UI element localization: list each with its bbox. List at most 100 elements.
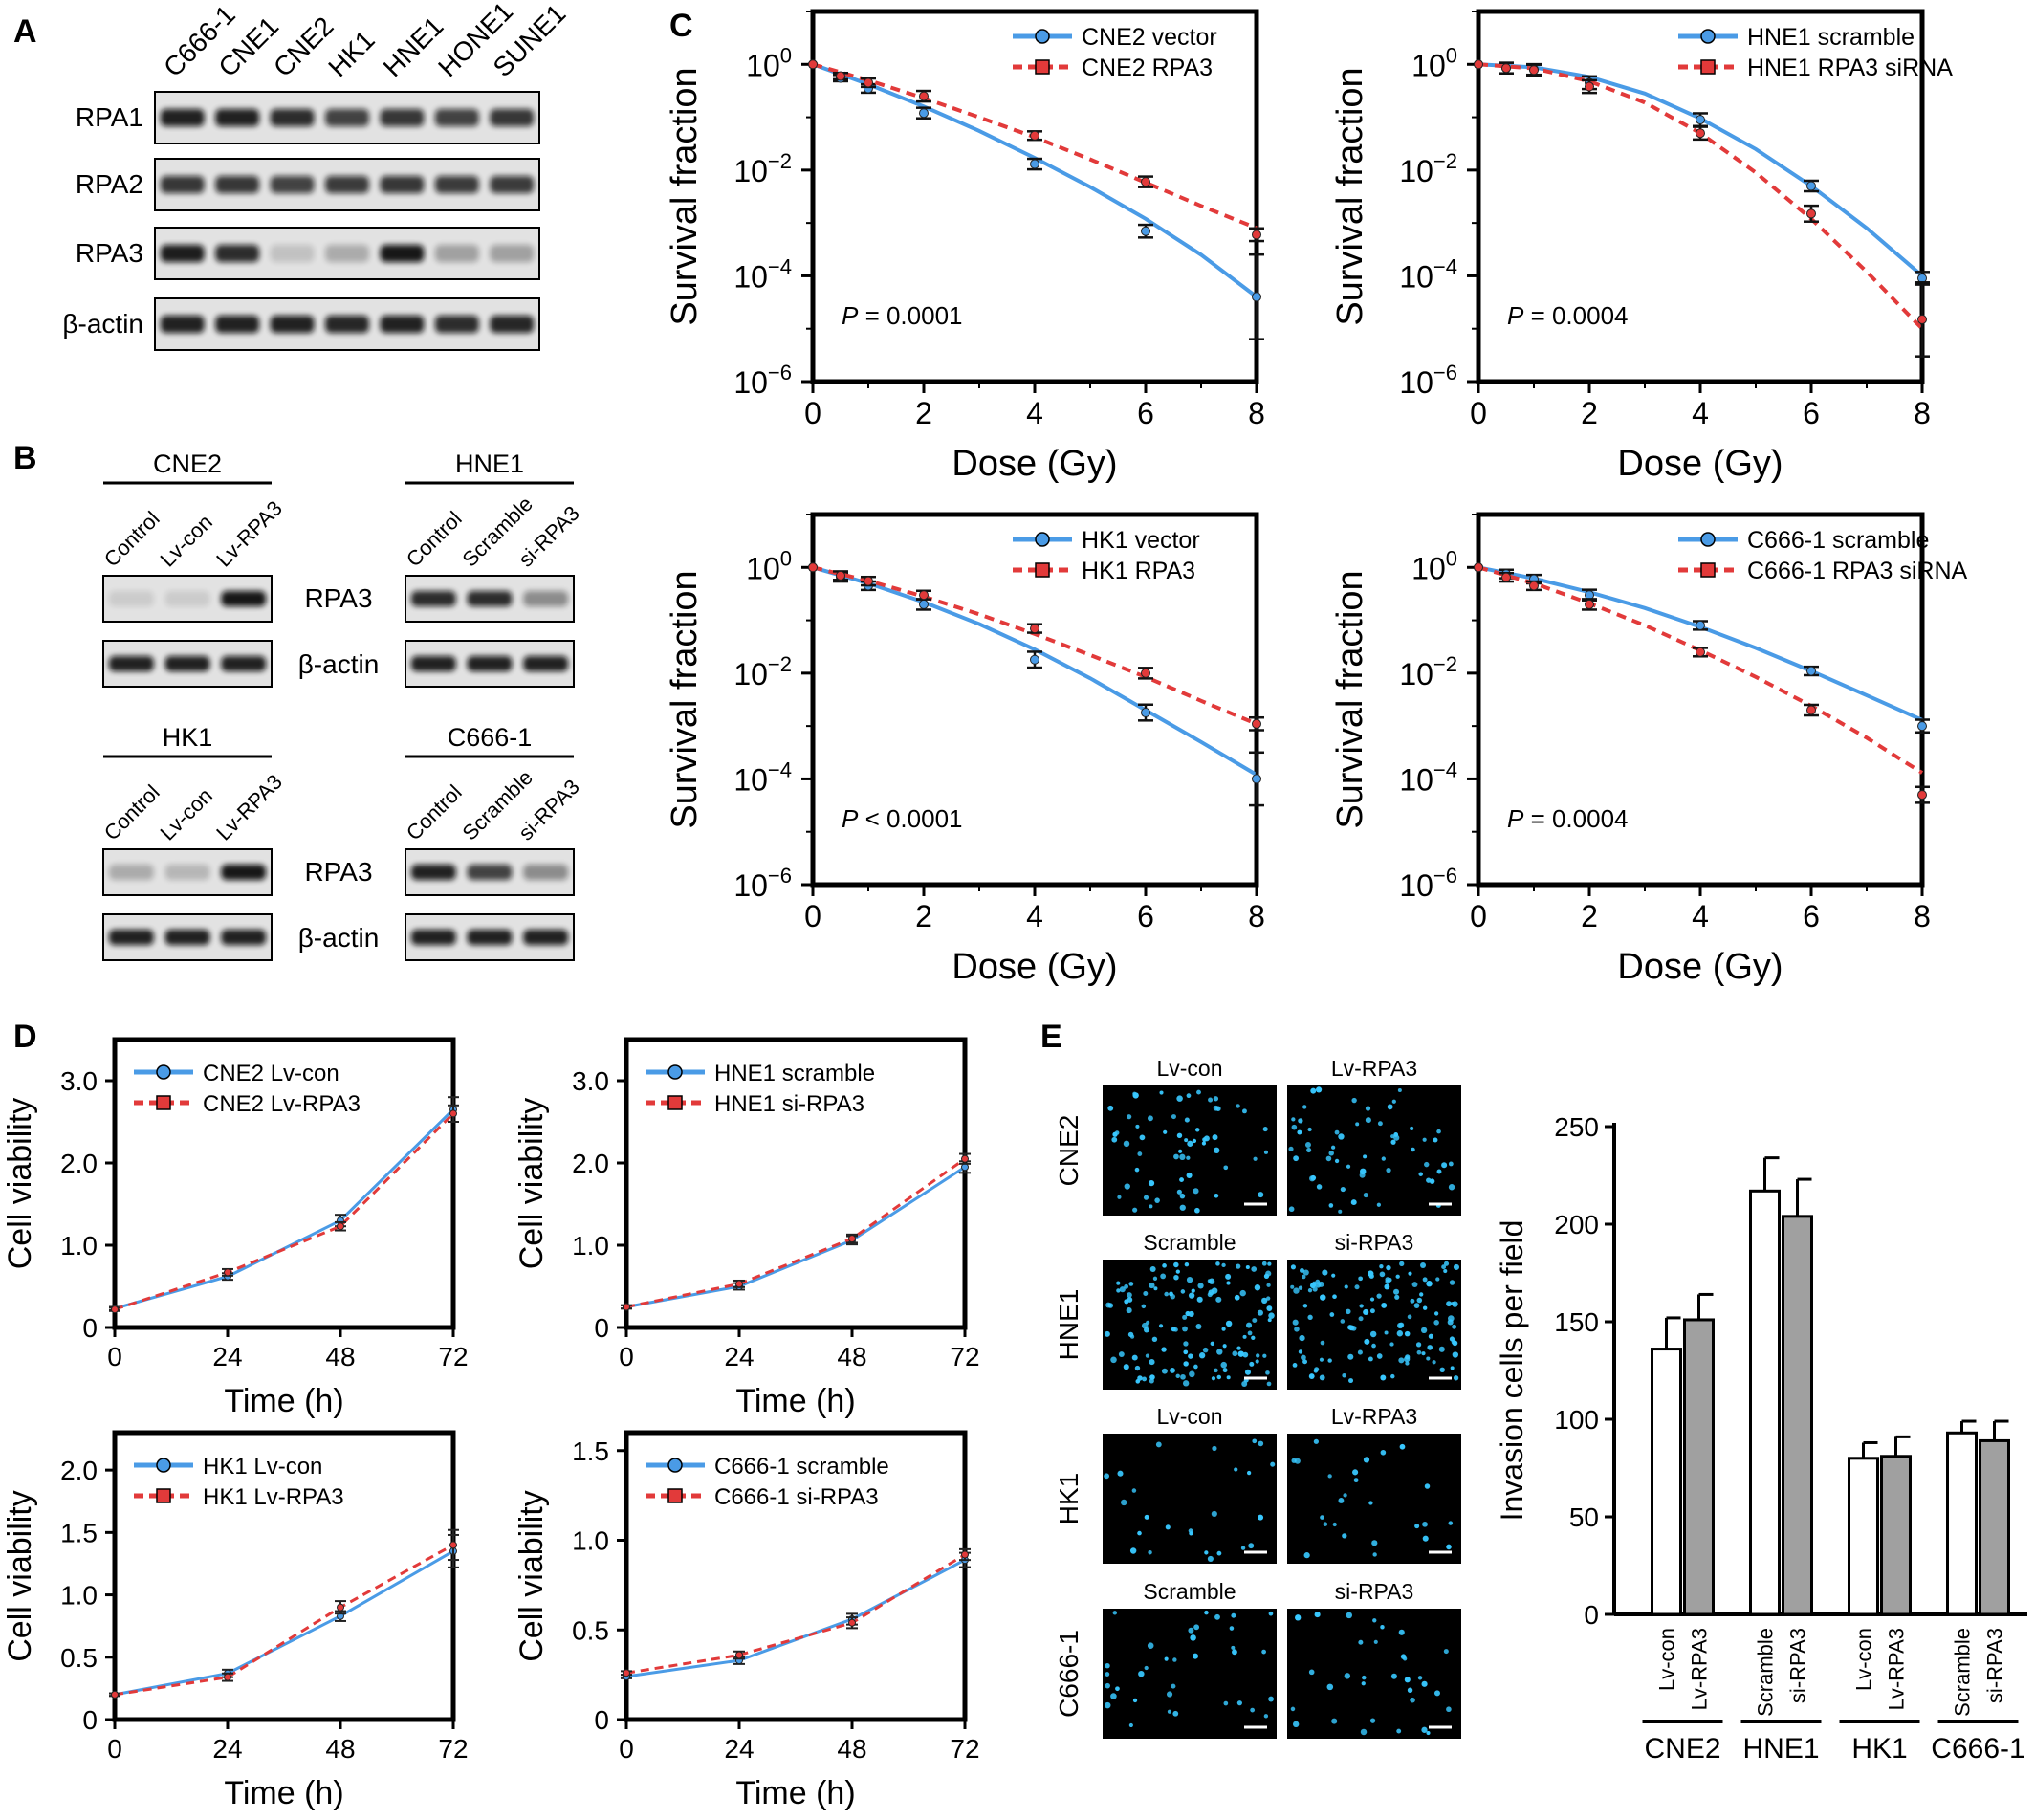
- cell-nucleus: [1407, 1687, 1413, 1693]
- x-axis-label: Time (h): [735, 1775, 855, 1811]
- cell-nucleus: [1328, 1203, 1334, 1208]
- cell-nucleus: [1302, 1105, 1307, 1109]
- group-label-hne1: HNE1: [1742, 1733, 1819, 1765]
- cell-nucleus: [1302, 1359, 1308, 1365]
- y-axis-label: Cell viability: [2, 1098, 38, 1270]
- data-point-hne1-scramble: [1696, 115, 1705, 125]
- data-point-c666-1-rpa3-sirna: [1529, 581, 1539, 591]
- y-tick-label: 150: [1554, 1307, 1599, 1337]
- cell-nucleus: [1448, 1184, 1455, 1191]
- cell-nucleus: [1426, 1280, 1433, 1287]
- data-point-cne2-rpa3: [808, 59, 818, 70]
- cell-nucleus: [1204, 1610, 1209, 1615]
- cell-nucleus: [1184, 1261, 1190, 1267]
- cell-nucleus: [1354, 1284, 1360, 1290]
- lane-label-lv-con: Lv-con: [156, 783, 217, 844]
- row-label-rpa2: RPA2: [76, 169, 143, 199]
- cell-nucleus: [1194, 1207, 1200, 1214]
- data-point-hk1-lv-rpa3: [449, 1541, 457, 1549]
- cell-nucleus: [1234, 1467, 1238, 1472]
- cell-nucleus: [1391, 1099, 1396, 1104]
- data-point-hne1-rpa3-sirna: [1696, 128, 1705, 139]
- bar-c666-1-scramble: [1946, 1431, 1978, 1616]
- cell-nucleus: [1216, 1349, 1223, 1355]
- line-hne1-si-rpa3: [625, 1157, 966, 1308]
- data-point-hk1-lv-rpa3: [111, 1690, 119, 1699]
- blot-rpa3-band-1: [108, 864, 154, 881]
- cell-nucleus: [1225, 1273, 1232, 1280]
- cell-nucleus: [1186, 1276, 1193, 1283]
- y-tick-label: 1.0: [60, 1581, 98, 1611]
- cell-nucleus: [1268, 1611, 1274, 1616]
- cell-nucleus: [1443, 1649, 1449, 1655]
- cell-nucleus: [1379, 1271, 1386, 1278]
- data-point-hk1-vector: [1252, 774, 1261, 784]
- cell-nucleus: [1380, 1449, 1387, 1456]
- cell-nucleus: [1448, 1161, 1454, 1167]
- lane-label-lv-rpa3: Lv-RPA3: [211, 770, 287, 845]
- cell-nucleus: [1290, 1706, 1296, 1712]
- cell-nucleus: [1258, 1440, 1264, 1447]
- cell-nucleus: [1307, 1127, 1312, 1132]
- cell-nucleus: [1112, 1611, 1117, 1615]
- cell-nucleus: [1214, 1147, 1220, 1154]
- cell-nucleus: [1358, 1639, 1364, 1645]
- cell-nucleus: [1149, 1282, 1155, 1289]
- data-point-hk1-rpa3: [919, 590, 929, 601]
- cell-nucleus: [1443, 1261, 1450, 1266]
- x-tick-label: 0: [619, 1342, 634, 1371]
- blot-rpa3-band-2: [467, 590, 513, 607]
- blot-actin-band-7: [490, 315, 535, 334]
- cell-nucleus: [1290, 1284, 1295, 1289]
- cell-nucleus: [1223, 1165, 1229, 1171]
- cell-nucleus: [1245, 1264, 1250, 1270]
- blot-rpa3-band-1: [410, 590, 456, 607]
- cell-nucleus: [1302, 1304, 1308, 1308]
- cell-nucleus: [1390, 1673, 1397, 1679]
- data-point-hk1-rpa3: [1252, 718, 1261, 729]
- blot-actin-band-2: [164, 929, 210, 946]
- lane-label-control: Control: [99, 507, 164, 572]
- cell-nucleus: [1348, 1325, 1355, 1331]
- legend-circle-icon: [156, 1458, 171, 1473]
- cell-nucleus: [1319, 1357, 1324, 1362]
- legend-label-cne2-vector: CNE2 vector: [1082, 24, 1217, 51]
- curve-hne1-rpa3-sirna: [1477, 62, 1924, 331]
- cell-nucleus: [1338, 1133, 1345, 1140]
- cell-nucleus: [1152, 1276, 1158, 1281]
- cell-nucleus: [1135, 1124, 1140, 1129]
- y-tick-label: 10−4: [1399, 254, 1457, 294]
- cell-nucleus: [1452, 1351, 1459, 1358]
- y-tick-label: 100: [746, 546, 792, 585]
- cell-nucleus: [1119, 1286, 1126, 1293]
- cell-nucleus: [1379, 1263, 1384, 1269]
- cell-nucleus: [1138, 1670, 1145, 1677]
- cell-nucleus: [1242, 1108, 1247, 1114]
- blot-rpa3-band-3: [270, 244, 315, 263]
- cell-nucleus: [1307, 1314, 1313, 1321]
- cell-nucleus: [1411, 1147, 1415, 1152]
- cell-nucleus: [1358, 1276, 1364, 1282]
- cell-nucleus: [1242, 1334, 1247, 1339]
- cell-nucleus: [1346, 1612, 1353, 1619]
- line-hne1-scramble: [625, 1166, 966, 1308]
- cell-nucleus: [1161, 1368, 1168, 1374]
- cell-nucleus: [1327, 1474, 1332, 1479]
- cell-nucleus: [1149, 1204, 1153, 1209]
- y-tick-label: 2.0: [60, 1456, 98, 1485]
- cell-nucleus: [1176, 1095, 1183, 1102]
- y-tick-label: 10−2: [733, 149, 792, 188]
- curve-hk1-rpa3: [812, 565, 1258, 726]
- y-tick-label: 10−2: [1399, 652, 1457, 691]
- x-tick-label: 8: [1914, 899, 1931, 933]
- cell-nucleus: [1184, 1138, 1189, 1143]
- micro-row-label-c666-1: C666-1: [1054, 1630, 1083, 1718]
- y-tick-label: 10−6: [733, 864, 792, 903]
- cell-nucleus: [1192, 1653, 1198, 1659]
- x-tick-label: 4: [1026, 899, 1043, 933]
- row-label-rpa3: RPA3: [304, 583, 372, 613]
- legend-square-icon: [156, 1488, 171, 1503]
- cell-nucleus: [1332, 1522, 1337, 1527]
- data-point-c666-1-si-rpa3: [735, 1651, 743, 1659]
- x-tick-label: 6: [1803, 396, 1820, 430]
